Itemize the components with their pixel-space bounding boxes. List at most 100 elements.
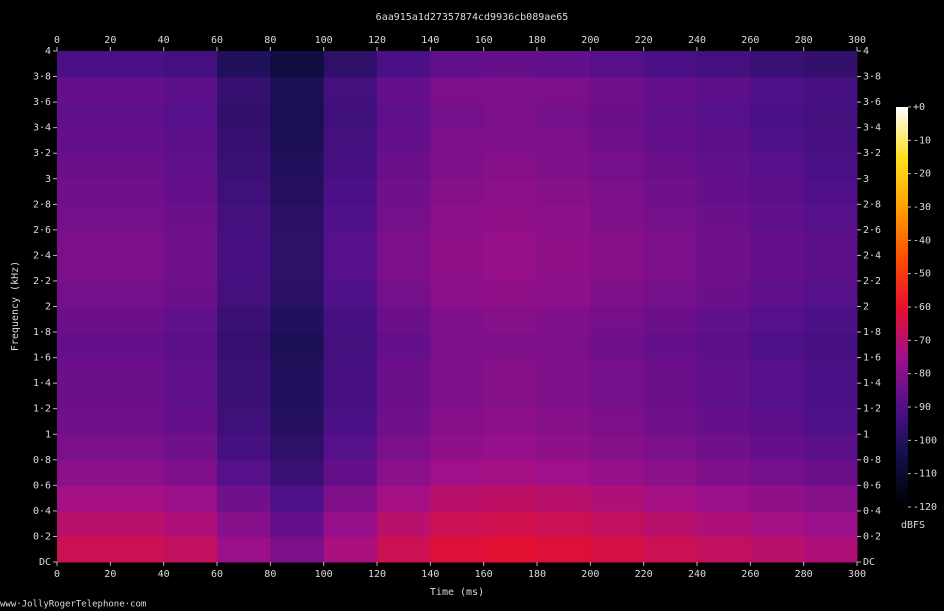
heatmap-cell: [750, 510, 805, 537]
heatmap-cell: [323, 357, 378, 384]
heatmap-cell: [163, 536, 218, 563]
heatmap-cell: [697, 485, 751, 512]
heatmap-cell: [377, 127, 431, 154]
heatmap-cell: [110, 485, 165, 512]
heatmap-cell: [270, 485, 325, 512]
heatmap-cell: [323, 408, 378, 435]
heatmap-cell: [110, 76, 165, 103]
heatmap-cell: [590, 229, 645, 256]
heatmap-cell: [110, 510, 165, 537]
heatmap-cell: [57, 102, 111, 129]
heatmap-cell: [270, 383, 325, 410]
heatmap-cell: [750, 408, 805, 435]
colorbar-tick-label: -120: [913, 502, 937, 513]
heatmap-cell: [270, 102, 325, 129]
heatmap-cell: [163, 510, 218, 537]
heatmap-cell: [483, 255, 538, 282]
heatmap-cell: [643, 229, 698, 256]
heatmap-cell: [537, 255, 591, 282]
y-tick-label-right: 2·4: [863, 250, 881, 261]
heatmap-cell: [537, 51, 591, 78]
colorbar-label: dBFS: [901, 520, 925, 531]
heatmap-cell: [750, 332, 805, 359]
heatmap-cell: [537, 127, 591, 154]
heatmap-cell: [217, 127, 271, 154]
x-tick-label: 0: [54, 569, 60, 580]
heatmap: [57, 51, 858, 563]
heatmap-cell: [697, 204, 751, 231]
heatmap-cell: [803, 153, 858, 180]
heatmap-cell: [163, 204, 218, 231]
heatmap-cell: [750, 306, 805, 333]
heatmap-cell: [430, 536, 485, 563]
heatmap-cell: [323, 153, 378, 180]
heatmap-cell: [323, 332, 378, 359]
heatmap-cell: [430, 127, 485, 154]
x-tick-label: 200: [581, 569, 599, 580]
heatmap-cell: [803, 229, 858, 256]
y-tick-label: 4: [45, 46, 51, 57]
heatmap-cell: [483, 434, 538, 461]
footer: www·JollyRogerTelephone·com: [0, 600, 146, 610]
heatmap-cell: [750, 280, 805, 307]
x-tick-label-top: 180: [528, 35, 546, 46]
heatmap-cell: [537, 383, 591, 410]
heatmap-cell: [697, 51, 751, 78]
heatmap-cell: [377, 408, 431, 435]
heatmap-cell: [163, 280, 218, 307]
heatmap-cell: [377, 76, 431, 103]
y-tick-label: 3·6: [33, 97, 51, 108]
heatmap-cell: [323, 255, 378, 282]
heatmap-cell: [110, 383, 165, 410]
heatmap-cell: [803, 51, 858, 78]
y-tick-label-right: 1·4: [863, 378, 881, 389]
heatmap-cell: [217, 383, 271, 410]
heatmap-cell: [483, 536, 538, 563]
heatmap-cell: [217, 102, 271, 129]
heatmap-cell: [643, 332, 698, 359]
heatmap-cell: [430, 153, 485, 180]
heatmap-cell: [590, 485, 645, 512]
heatmap-cell: [110, 127, 165, 154]
colorbar-tick-label: -80: [913, 369, 931, 380]
heatmap-cell: [377, 153, 431, 180]
heatmap-cell: [163, 102, 218, 129]
x-tick-label: 300: [848, 569, 866, 580]
heatmap-cell: [270, 229, 325, 256]
x-tick-label-top: 80: [264, 35, 276, 46]
heatmap-cell: [750, 127, 805, 154]
heatmap-cell: [57, 204, 111, 231]
heatmap-cell: [697, 357, 751, 384]
heatmap-cell: [803, 76, 858, 103]
heatmap-cell: [697, 178, 751, 205]
heatmap-cell: [323, 459, 378, 486]
heatmap-cell: [163, 127, 218, 154]
heatmap-cell: [697, 102, 751, 129]
y-tick-label-right: 0·6: [863, 480, 881, 491]
heatmap-cell: [377, 178, 431, 205]
heatmap-cell: [110, 153, 165, 180]
heatmap-cell: [803, 357, 858, 384]
heatmap-cell: [697, 153, 751, 180]
heatmap-cell: [697, 459, 751, 486]
chart-title: 6aa915a1d27357874cd9936cb089ae65: [376, 12, 569, 23]
heatmap-cell: [163, 332, 218, 359]
heatmap-cell: [590, 255, 645, 282]
y-tick-label: 2·6: [33, 225, 51, 236]
heatmap-cell: [217, 76, 271, 103]
x-axis-label: Time (ms): [430, 587, 484, 598]
heatmap-cell: [643, 434, 698, 461]
x-tick-label: 280: [795, 569, 813, 580]
heatmap-cell: [57, 408, 111, 435]
y-tick-label: 1·8: [33, 327, 51, 338]
heatmap-cell: [430, 51, 485, 78]
y-tick-label: 3·4: [33, 123, 51, 134]
heatmap-cell: [377, 255, 431, 282]
x-tick-label-top: 240: [688, 35, 706, 46]
heatmap-cell: [537, 332, 591, 359]
heatmap-cell: [803, 306, 858, 333]
y-tick-label-right: 2: [863, 302, 869, 313]
heatmap-cell: [110, 306, 165, 333]
heatmap-cell: [643, 280, 698, 307]
heatmap-cell: [217, 485, 271, 512]
